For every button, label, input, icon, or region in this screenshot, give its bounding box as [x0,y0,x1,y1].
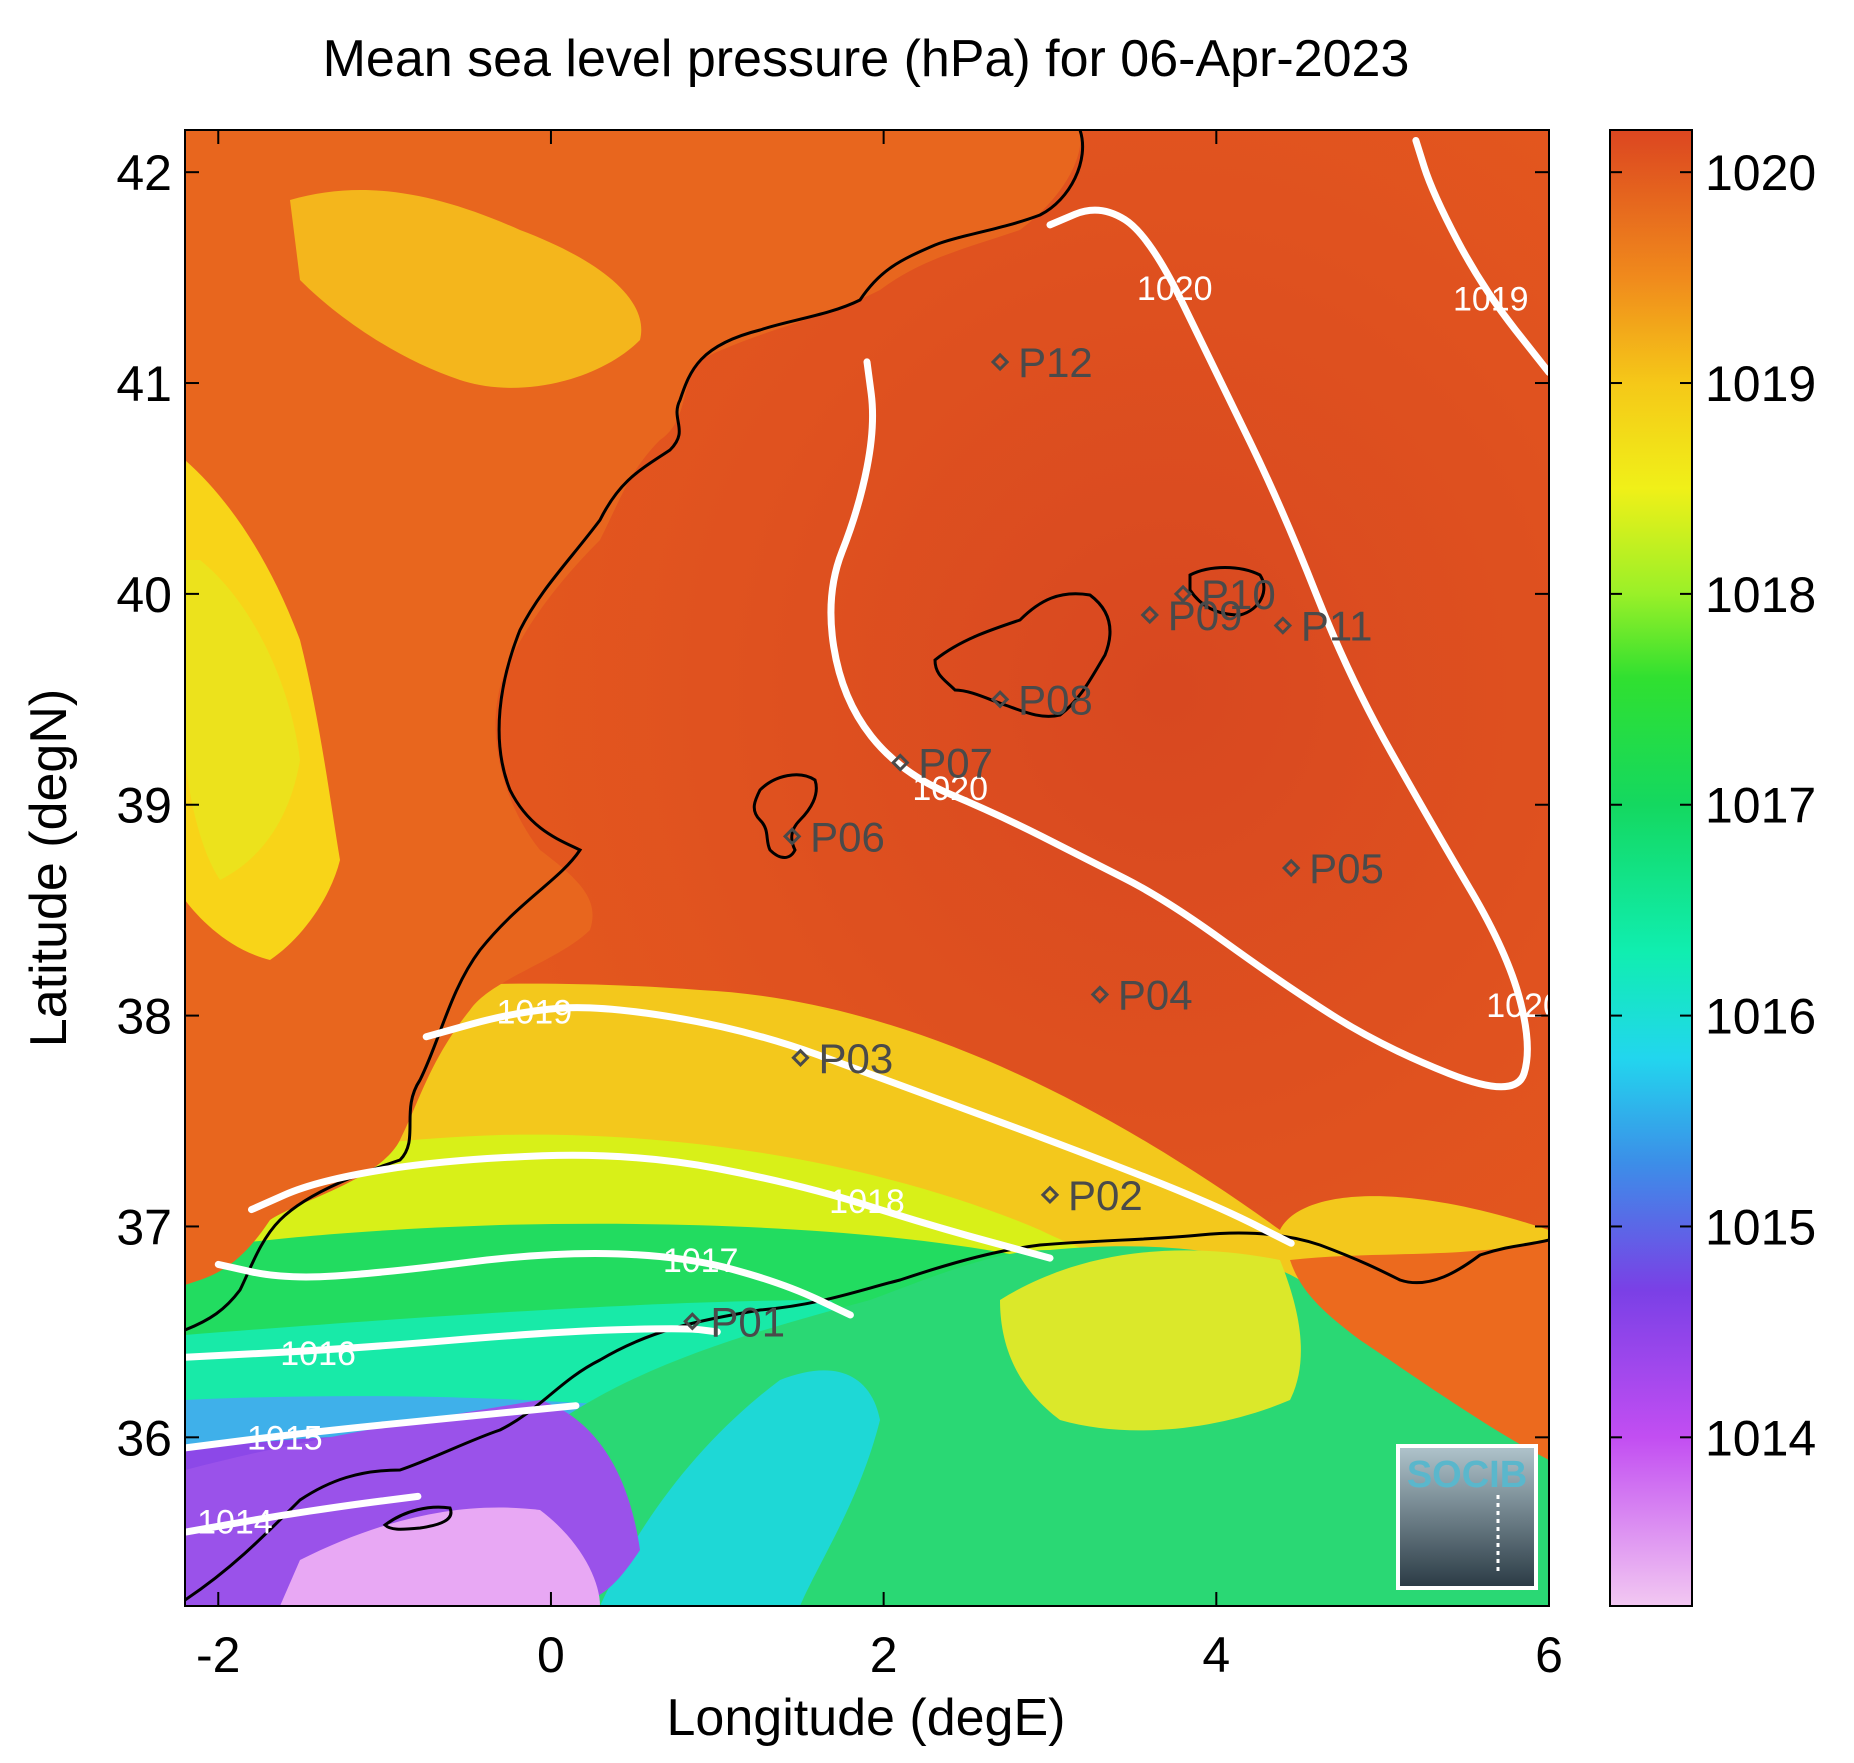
colorbar-ticks: 1014 1015 1016 1017 1018 1019 1020 [1610,145,1816,1466]
contour-label: 1015 [247,1419,323,1457]
land-africa-cyan [600,1370,880,1606]
station-marker [990,690,1010,709]
station-marker [891,753,910,772]
colorbar-tick-label: 1020 [1705,145,1816,201]
station-marker [1040,1185,1060,1205]
contour-label: 1017 [663,1242,739,1280]
x-axis-label: Longitude (degE) [667,1689,1066,1747]
x-axis-ticks: -2 0 2 4 6 [196,130,1563,1683]
colorbar: 1014 1015 1016 1017 1018 1019 1020 [1609,129,1816,1607]
colorbar-tick-label: 1014 [1705,1410,1816,1466]
station-label: P01 [710,1298,785,1345]
station-marker [683,1312,702,1331]
y-tick-label: 39 [116,778,172,834]
socib-logo: SOCIB [1396,1444,1538,1590]
y-tick-label: 36 [116,1410,172,1466]
x-tick-label: 4 [1202,1627,1230,1683]
colorbar-gradient [1609,129,1693,1607]
socib-logo-frame [1396,1444,1538,1590]
colorbar-tick-label: 1019 [1705,356,1816,412]
plot-area: 1014 1015 1016 1017 1018 1019 1019 1020 1020 1020… [185,130,1562,1606]
contour-1019 [422,1004,1295,1247]
contour-label: 1016 [280,1335,356,1373]
station-marker [990,352,1010,372]
x-tick-label: 6 [1535,1627,1563,1683]
coastline-iberia [185,130,1085,1332]
contour-1016 [185,1325,721,1361]
contour-label: 1020 [1486,987,1562,1025]
contour-1017 [214,1250,854,1319]
station-label: P08 [1018,676,1093,723]
contour-label: 1020 [912,770,988,808]
y-tick-label: 37 [116,1199,172,1255]
coastlines [185,130,1549,1602]
colorbar-tick-label: 1017 [1705,778,1816,834]
land-light-patch-2 [290,190,642,388]
station-label: P12 [1018,339,1093,386]
colorbar-tick-label: 1016 [1705,989,1816,1045]
y-axis-label: Latitude (degN) [20,689,78,1047]
contour-1019 [1412,137,1549,376]
x-tick-label: -2 [196,1627,240,1683]
station-marker [1140,605,1159,625]
station-label: P11 [1301,603,1373,650]
colorbar-tick-label: 1015 [1705,1199,1816,1255]
coastline-north-africa [185,1231,1549,1602]
land-africa-yellow [1000,1250,1301,1431]
contour-label: 1018 [829,1183,905,1221]
coastline-mallorca [933,592,1112,718]
station-label: P07 [918,740,993,787]
station-label: P10 [1201,571,1276,618]
chart-title: Mean sea level pressure (hPa) for 06-Apr… [323,30,1410,88]
x-tick-label: 0 [537,1627,565,1683]
station-marker [782,827,802,846]
contour-1020 [827,206,1531,1091]
contour-lines: 1014 1015 1016 1017 1018 1019 1019 1020 1020 1020 [185,137,1562,1542]
contour-1014 [185,1492,422,1536]
station-label: P04 [1118,972,1193,1019]
y-axis-ticks: 36 37 38 39 40 41 42 [116,145,1549,1466]
coastline-menorca [1188,566,1266,617]
station-label: P06 [810,813,885,860]
station-marker [1273,616,1293,635]
x-tick-label: 2 [870,1627,898,1683]
contour-label: 1019 [496,993,572,1031]
land-africa-pink [280,1507,600,1606]
contour-label: 1014 [197,1504,273,1542]
station-marker [791,1048,810,1067]
contour-1018 [248,1151,1054,1262]
contour-label: 1019 [1453,281,1529,319]
y-tick-label: 40 [116,567,172,623]
y-tick-label: 41 [116,356,172,412]
coastline-alboran [382,1505,453,1531]
land-africa-orange [1290,1240,1549,1460]
land-light-patch-3 [185,560,300,880]
station-marker [1173,584,1193,604]
station-label: P02 [1068,1172,1143,1219]
y-tick-label: 38 [116,989,172,1045]
station-marker [1090,985,1110,1004]
plot-frame [184,129,1550,1607]
socib-logo-text: SOCIB [1407,1454,1527,1496]
coastline-ibiza [752,773,818,859]
station-marker [1281,858,1301,878]
land-iberia [185,130,1081,1285]
y-tick-label: 42 [116,145,172,201]
station-label: P03 [818,1035,893,1082]
colorbar-tick-label: 1018 [1705,567,1816,623]
contour-label: 1020 [1137,270,1213,308]
contour-1015 [185,1402,580,1452]
station-label: P05 [1309,845,1384,892]
